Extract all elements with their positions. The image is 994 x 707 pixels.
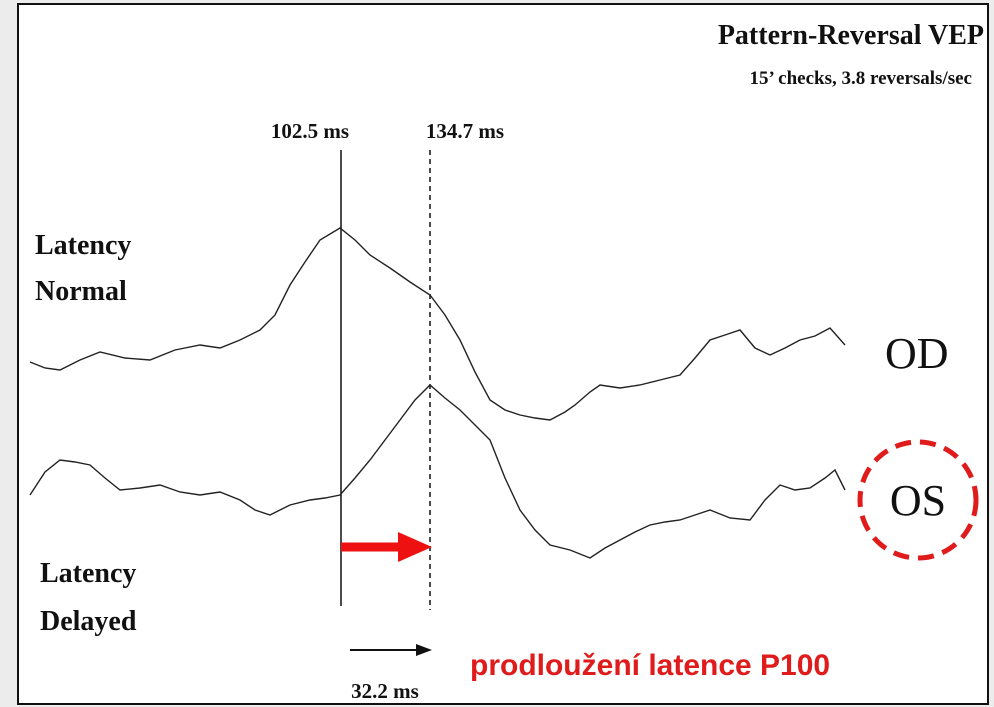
title: Pattern-Reversal VEP <box>718 20 984 51</box>
difference-label: 32.2 ms <box>351 679 419 703</box>
marker-label: 134.7 ms <box>426 119 504 143</box>
arrow-head <box>416 644 432 656</box>
red-arrow-head <box>398 532 432 562</box>
trace-label: OD <box>885 329 949 378</box>
label: Latency <box>40 558 136 589</box>
trace-label: OS <box>890 476 946 525</box>
waveform <box>29 384 846 559</box>
label: Latency <box>35 230 131 261</box>
annotation: prodloužení latence P100 <box>470 649 830 682</box>
frame <box>17 3 989 705</box>
label: Delayed <box>40 606 137 637</box>
subtitle: 15’ checks, 3.8 reversals/sec <box>750 68 973 89</box>
waveform <box>29 227 846 421</box>
highlight-circle <box>857 439 979 561</box>
marker-label: 102.5 ms <box>271 119 349 143</box>
label: Normal <box>35 276 127 307</box>
